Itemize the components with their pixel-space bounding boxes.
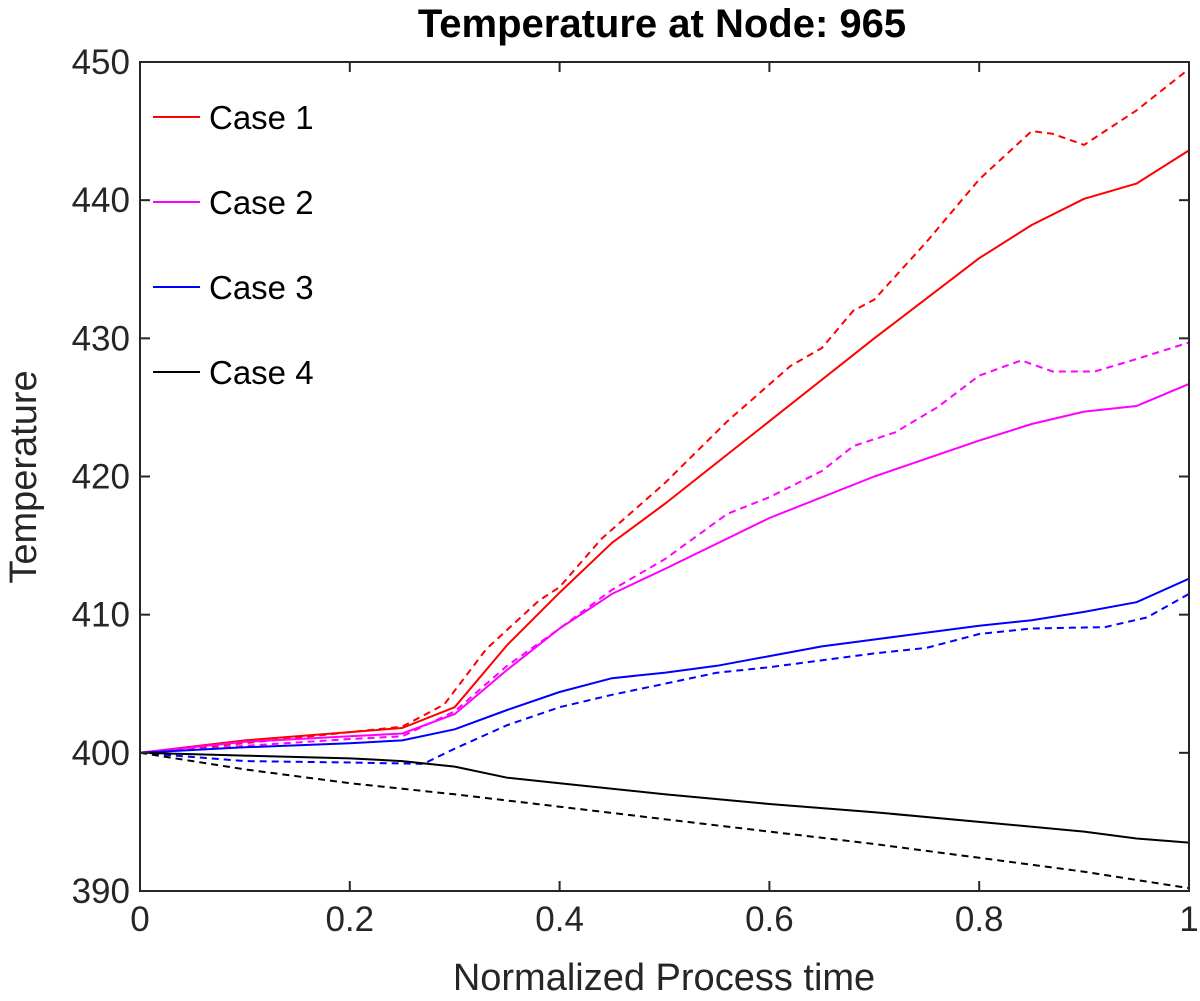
legend-label-case-2: Case 2 [209, 184, 314, 221]
y-tick-label: 430 [72, 319, 130, 358]
x-tick-label: 0.8 [955, 900, 1004, 939]
legend-label-case-4: Case 4 [209, 354, 314, 391]
x-axis-label: Normalized Process time [453, 957, 875, 999]
y-tick-label: 400 [72, 734, 130, 773]
ticks-layer: 0 0.2 0.4 0.6 0.8 1 390 400 410 420 430 440 450 [72, 43, 1199, 939]
y-tick-label: 450 [72, 43, 130, 82]
series-line-case-2-solid [139, 382, 1190, 754]
x-tick-label: 1 [1179, 900, 1198, 939]
y-axis-label: Temperature [3, 370, 45, 583]
y-tick-label: 420 [72, 458, 130, 497]
x-tick-label: 0.2 [325, 900, 374, 939]
series-layer [139, 68, 1190, 890]
y-tick-label: 410 [72, 596, 130, 635]
legend: Case 1 Case 2 Case 3 Case 4 [153, 99, 314, 391]
series-line-case-2-dashed [139, 341, 1190, 754]
x-tick-label: 0.4 [535, 900, 584, 939]
chart-title: Temperature at Node: 965 [418, 2, 906, 46]
x-tick-label: 0.6 [745, 900, 794, 939]
series-line-case-3-dashed [139, 593, 1190, 765]
y-tick-label: 440 [72, 181, 130, 220]
series-line-case-1-dashed [139, 68, 1190, 754]
series-line-case-3-solid [139, 577, 1190, 754]
series-line-case-4-solid [139, 751, 1190, 844]
legend-label-case-1: Case 1 [209, 99, 314, 136]
series-line-case-4-dashed [139, 751, 1190, 890]
series-line-case-1-solid [139, 149, 1190, 754]
x-tick-label: 0 [130, 900, 149, 939]
legend-label-case-3: Case 3 [209, 269, 314, 306]
y-tick-label: 390 [72, 872, 130, 911]
